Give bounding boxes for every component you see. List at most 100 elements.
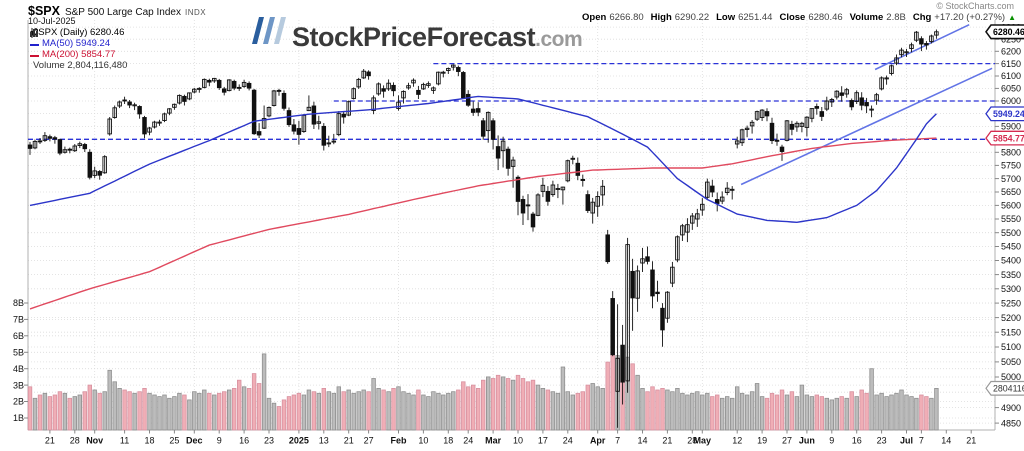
volume-bar (177, 392, 182, 431)
low-value: 6251.44 (738, 12, 773, 23)
legend-series-label: $SPX (Daily) 6280.46 (33, 27, 125, 39)
candle-body (924, 43, 929, 46)
volume-bar (361, 389, 366, 431)
volume-bar (520, 378, 526, 431)
volume-bar (550, 391, 556, 431)
symbol-name: S&P 500 Large Cap Index (64, 7, 181, 18)
price-axis-label: 6200 (1001, 47, 1021, 57)
volume-label: Volume (849, 12, 884, 23)
volume-bar (251, 373, 257, 431)
candle-body (520, 199, 526, 214)
date-axis-label: 19 (757, 436, 767, 446)
volume-bar (421, 394, 426, 431)
candle-body (286, 110, 292, 126)
volume-bar (212, 394, 217, 431)
volume-bar (316, 392, 321, 431)
volume-bar (799, 384, 805, 431)
price-axis-label: 6000 (1001, 96, 1021, 106)
candle-body (555, 188, 561, 190)
candle-body (754, 111, 760, 120)
price-axis-label: 5200 (1001, 313, 1021, 323)
volume-bar (436, 392, 441, 431)
date-axis-label: 14 (941, 436, 951, 446)
volume-bar (441, 394, 446, 431)
candle-body (451, 64, 456, 68)
volume-bar (276, 406, 282, 431)
watermark-text: StockPriceForecast.com (292, 22, 582, 52)
volume-bar (456, 389, 461, 431)
volume-bar (495, 374, 501, 431)
candle-body (700, 203, 705, 211)
candle-body (675, 236, 680, 261)
candle-body (251, 89, 257, 135)
volume-bar (610, 353, 615, 431)
volume-bar (834, 397, 839, 431)
watermark-slash-icon (274, 17, 286, 44)
candle-body (575, 162, 581, 176)
volume-bar (87, 384, 92, 431)
volume-bar (819, 396, 824, 431)
volume-bar (720, 397, 725, 431)
candle-body (441, 71, 446, 74)
candle-body (864, 102, 869, 107)
axis-price-flag (985, 130, 1024, 146)
date-axis-label: 2025 (289, 436, 309, 446)
candle-body (595, 196, 600, 207)
volume-bar (386, 391, 391, 431)
candle-body (645, 256, 650, 262)
candle-body (874, 94, 879, 101)
volume-bar (336, 386, 341, 431)
candle-body (495, 146, 501, 159)
date-axis-label: 16 (239, 436, 249, 446)
candle-body (670, 266, 675, 284)
volume-bar (256, 383, 262, 431)
ma200-line-icon (30, 54, 39, 57)
price-axis-label: 5550 (1001, 214, 1021, 224)
volume-bar (769, 392, 775, 431)
volume-bar (311, 391, 317, 431)
ma200-line (29, 137, 937, 310)
candle-body (431, 87, 436, 91)
candle-body (889, 65, 894, 74)
volume-bar (874, 394, 879, 431)
axis-price-flag (985, 106, 1024, 122)
volume-bar (730, 397, 735, 431)
date-axis-label: Dec (186, 436, 203, 446)
candle-body (276, 89, 282, 92)
date-axis-label: 10 (418, 436, 428, 446)
date-axis-label: Apr (590, 436, 606, 446)
volume-bar (470, 384, 476, 431)
volume-bar (490, 378, 496, 431)
candle-body (366, 71, 371, 77)
candle-body (57, 139, 63, 154)
axis-price-flag-value: 6280.46 (993, 27, 1024, 37)
candle-body (52, 137, 58, 140)
axis-price-flag-value: 5949.24 (993, 109, 1024, 119)
candle-body (610, 298, 615, 356)
date-axis-label: 27 (364, 436, 374, 446)
date-axis-label: 28 (687, 436, 697, 446)
volume-bar (137, 391, 142, 431)
volume-bar (72, 396, 77, 431)
volume-bar (535, 384, 541, 431)
price-axis-label: 5250 (1001, 298, 1021, 308)
volume-value: 2.8B (886, 12, 906, 23)
candle-body (216, 79, 222, 89)
volume-bar (754, 383, 760, 431)
close-label: Close (779, 12, 806, 23)
volume-bar (849, 391, 854, 431)
date-axis-label: May (694, 436, 712, 446)
volume-bar (167, 397, 172, 431)
volume-bar (291, 394, 297, 431)
candle-body (635, 270, 640, 299)
date-axis-label: 23 (264, 436, 274, 446)
volume-bar (226, 389, 232, 431)
date-axis-label: 24 (463, 436, 473, 446)
trendline (740, 67, 993, 186)
candle-body (829, 99, 835, 103)
volume-bar (869, 368, 874, 431)
candle-body (72, 145, 78, 152)
legend-volume-label: Volume 2,804,116,480 (33, 60, 128, 72)
volume-bar (480, 379, 486, 431)
candle-body (351, 88, 356, 99)
